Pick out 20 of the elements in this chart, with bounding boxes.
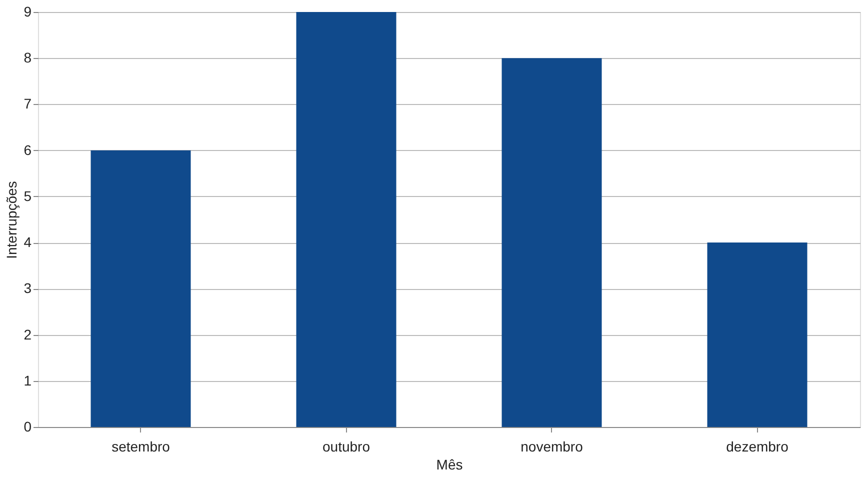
y-tick-label: 2 [24,326,32,342]
x-tick-label: novembro [520,438,584,454]
y-tick-label: 0 [24,418,32,434]
y-tick-label: 4 [24,234,32,250]
y-tick-label: 8 [24,50,32,66]
x-tick-label: outubro [322,438,370,454]
y-tick-label: 5 [24,188,32,204]
y-tick-label: 6 [24,142,32,158]
x-tick-label: setembro [112,438,170,454]
y-tick-label: 3 [24,280,32,296]
y-tick-label: 9 [24,4,32,20]
x-axis-title: Mês [436,456,463,472]
y-tick-label: 7 [24,96,32,112]
y-tick-label: 1 [24,372,32,388]
bar [90,150,191,427]
bar [296,12,396,427]
y-axis-title: Interrupções [4,181,20,259]
bar [707,242,808,427]
x-tick-label: dezembro [726,438,789,454]
bar [502,58,602,427]
